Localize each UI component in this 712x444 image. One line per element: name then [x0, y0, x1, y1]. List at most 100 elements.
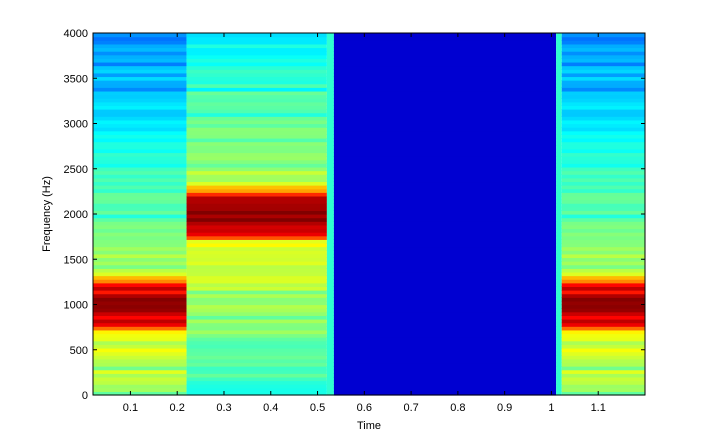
- spectrogram-cell: [561, 261, 645, 266]
- spectrogram-cell: [93, 221, 187, 226]
- spectrogram-cell: [326, 159, 334, 164]
- spectrogram-cell: [326, 326, 334, 331]
- spectrogram-cell: [186, 112, 327, 117]
- spectrogram-cell: [561, 69, 645, 74]
- spectrogram-cell: [333, 101, 557, 106]
- spectrogram-cell: [333, 98, 557, 103]
- x-tick-label: 0.9: [497, 402, 512, 414]
- spectrogram-cell: [186, 181, 327, 186]
- spectrogram-cell: [561, 47, 645, 52]
- spectrogram-cell: [556, 206, 562, 211]
- spectrogram-cell: [561, 242, 645, 248]
- spectrogram-cell: [93, 130, 187, 135]
- spectrogram-cell: [561, 54, 645, 59]
- spectrogram-cell: [561, 253, 645, 259]
- spectrogram-cell: [561, 105, 645, 110]
- spectrogram-cell: [326, 322, 334, 327]
- spectrogram-cell: [93, 192, 187, 197]
- spectrogram-cell: [561, 101, 645, 106]
- spectrogram-cell: [326, 72, 334, 78]
- spectrogram-cell: [333, 185, 557, 190]
- spectrogram-cell: [561, 206, 645, 211]
- spectrogram-cell: [93, 376, 187, 382]
- spectrogram-cell: [556, 253, 562, 259]
- spectrogram-cell: [333, 105, 557, 110]
- spectrogram-cell: [186, 43, 327, 49]
- spectrogram-cell: [556, 141, 562, 146]
- spectrogram-cell: [326, 127, 334, 132]
- spectrogram-cell: [561, 116, 645, 121]
- spectrogram-cell: [556, 119, 562, 125]
- spectrogram-cell: [326, 61, 334, 67]
- spectrogram-cell: [326, 297, 334, 302]
- spectrogram-cell: [326, 376, 334, 382]
- spectrogram-cell: [326, 347, 334, 353]
- spectrogram-cell: [556, 101, 562, 106]
- spectrogram-cell: [186, 329, 327, 335]
- spectrogram-cell: [326, 54, 334, 59]
- spectrogram-cell: [561, 83, 645, 88]
- spectrogram-cell: [93, 90, 187, 96]
- spectrogram-cell: [93, 286, 187, 291]
- spectrogram-cell: [556, 239, 562, 244]
- spectrogram-cell: [326, 380, 334, 385]
- spectrogram-cell: [326, 170, 334, 175]
- spectrogram-cell: [326, 369, 334, 374]
- spectrogram-cell: [561, 315, 645, 320]
- spectrogram-cell: [561, 134, 645, 139]
- spectrogram-cell: [326, 40, 334, 45]
- spectrogram-cell: [556, 232, 562, 237]
- spectrogram-cell: [333, 362, 557, 367]
- spectrogram-cell: [326, 148, 334, 154]
- spectrogram-cell: [326, 242, 334, 248]
- spectrogram-cell: [186, 206, 327, 211]
- spectrogram-cell: [93, 36, 187, 41]
- spectrogram-cell: [186, 203, 327, 208]
- spectrogram-cell: [186, 384, 327, 389]
- spectrogram-cell: [333, 384, 557, 389]
- spectrogram-cell: [561, 90, 645, 96]
- spectrogram-cell: [186, 80, 327, 85]
- spectrogram-cell: [93, 166, 187, 172]
- spectrogram-cell: [326, 137, 334, 143]
- spectrogram-cell: [326, 311, 334, 316]
- spectrogram-cell: [93, 127, 187, 132]
- spectrogram-cell: [326, 366, 334, 371]
- spectrogram-cell: [556, 210, 562, 215]
- spectrogram-cell: [326, 210, 334, 215]
- spectrogram-cell: [556, 54, 562, 59]
- spectrogram-cell: [333, 358, 557, 364]
- spectrogram-cell: [186, 51, 327, 56]
- spectrogram-cell: [186, 156, 327, 161]
- spectrogram-cell: [333, 373, 557, 378]
- spectrogram-cell: [556, 308, 562, 313]
- spectrogram-cell: [561, 366, 645, 371]
- spectrogram-cell: [333, 347, 557, 353]
- x-tick-label: 0.2: [170, 402, 185, 414]
- spectrogram-segment-5: [556, 33, 562, 396]
- spectrogram-cell: [93, 224, 187, 230]
- spectrogram-cell: [93, 214, 187, 219]
- spectrogram-cell: [326, 264, 334, 269]
- spectrogram-cell: [93, 279, 187, 284]
- spectrogram-cell: [556, 163, 562, 168]
- spectrogram-cell: [556, 362, 562, 367]
- spectrogram-cell: [326, 340, 334, 345]
- spectrogram-cell: [186, 76, 327, 81]
- spectrogram-cell: [561, 333, 645, 338]
- spectrogram-cell: [93, 141, 187, 146]
- spectrogram-cell: [326, 152, 334, 157]
- spectrogram-cell: [326, 65, 334, 70]
- x-tick-label: 0.5: [310, 402, 325, 414]
- spectrogram-cell: [186, 65, 327, 70]
- spectrogram-cell: [186, 362, 327, 367]
- spectrogram-cell: [326, 116, 334, 121]
- spectrogram-cell: [556, 36, 562, 41]
- spectrogram-cell: [561, 40, 645, 45]
- spectrogram-cell: [93, 257, 187, 262]
- spectrogram-cell: [333, 376, 557, 382]
- spectrogram-cell: [561, 235, 645, 240]
- spectrogram-cell: [326, 58, 334, 63]
- spectrogram-cell: [556, 268, 562, 273]
